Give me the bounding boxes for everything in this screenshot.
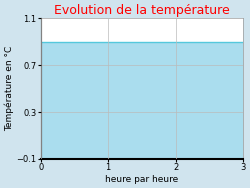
Y-axis label: Température en °C: Température en °C	[4, 46, 14, 131]
X-axis label: heure par heure: heure par heure	[105, 175, 178, 184]
Title: Evolution de la température: Evolution de la température	[54, 4, 230, 17]
